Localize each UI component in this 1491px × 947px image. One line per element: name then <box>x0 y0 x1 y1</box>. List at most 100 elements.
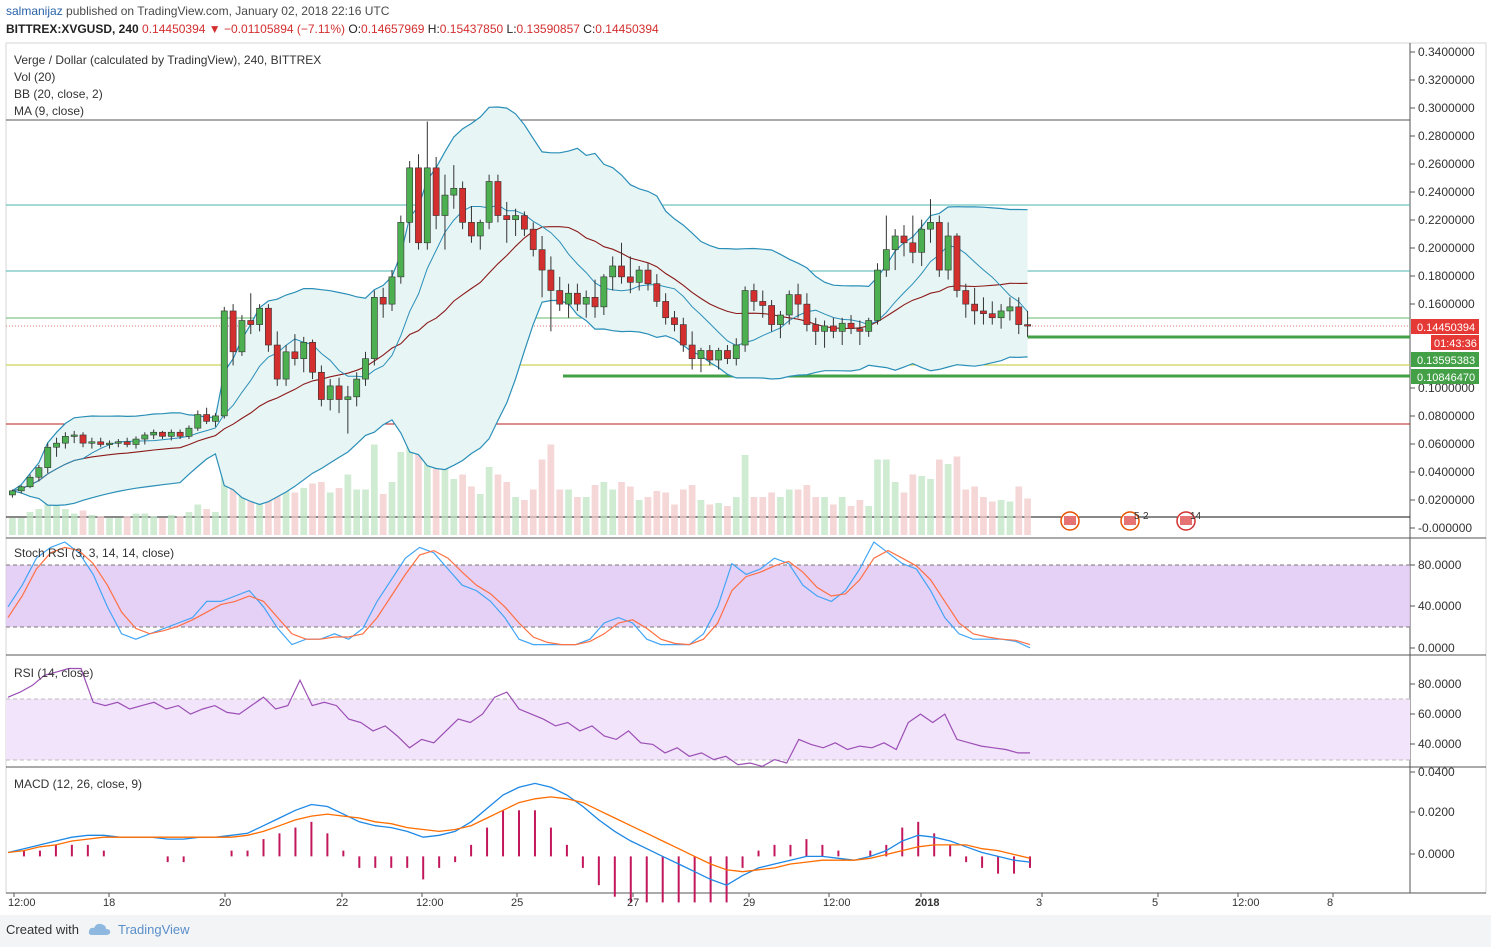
candle <box>582 290 590 318</box>
candle-body <box>671 317 678 325</box>
price-axis-label: 0.2800000 <box>1418 129 1475 143</box>
candle-body <box>423 167 431 244</box>
volume-bar <box>759 497 767 535</box>
event-marker[interactable]: 5 2 <box>1120 511 1149 531</box>
candle-body <box>132 438 140 445</box>
price-axis-label: 0.0200000 <box>1418 493 1475 507</box>
macd-legend[interactable]: MACD (12, 26, close, 9) <box>14 777 142 791</box>
stoch-k-line <box>7 541 1031 649</box>
time-axis-label: 29 <box>743 897 755 909</box>
volume-bar <box>1024 498 1031 535</box>
candle-body <box>317 371 325 400</box>
macd-axis-label: 0.0400 <box>1418 765 1455 779</box>
candle-body <box>547 269 555 291</box>
candle-body <box>759 301 767 306</box>
candle <box>406 161 414 243</box>
volume-bar <box>114 518 122 535</box>
candle-body <box>856 328 864 332</box>
candle-body <box>1006 306 1014 312</box>
volume-bar <box>123 516 131 535</box>
footer-brand[interactable]: TradingView <box>118 922 190 937</box>
volume-bar <box>432 447 440 535</box>
event-marker[interactable]: 14 <box>1176 511 1202 531</box>
volume-bar <box>794 489 802 535</box>
candle <box>150 429 158 440</box>
ma-line <box>12 204 1028 492</box>
volume-legend[interactable]: Vol (20) <box>14 70 55 84</box>
event-marker[interactable] <box>1060 511 1080 531</box>
volume-bar <box>741 455 749 535</box>
volume-bar <box>459 474 466 535</box>
candle-body <box>70 434 78 437</box>
rsi-legend[interactable]: RSI (14, close) <box>14 666 93 680</box>
candle <box>653 274 661 307</box>
candle-body <box>653 283 661 302</box>
candle-body <box>9 490 16 496</box>
volume-bar <box>980 497 987 535</box>
candle-body <box>538 249 546 271</box>
publisher-user[interactable]: salmanijaz <box>6 4 63 18</box>
candle <box>547 256 555 332</box>
volume-bar <box>865 506 873 535</box>
volume-bar <box>944 464 952 535</box>
candle <box>697 347 705 373</box>
price-change: −0.01105894 (−7.11%) <box>224 22 346 36</box>
volume-bar <box>88 515 96 535</box>
stoch-legend[interactable]: Stoch RSI (3, 3, 14, 14, close) <box>14 546 174 560</box>
last-price-tag <box>1411 319 1479 334</box>
volume-bar <box>167 515 175 535</box>
volume-bar <box>900 492 908 535</box>
candle <box>362 351 369 386</box>
volume-bar <box>247 482 255 535</box>
price-axis-label: 0.0600000 <box>1418 437 1475 451</box>
volume-bar <box>132 513 140 535</box>
candle <box>927 199 934 243</box>
price-axis-label: 0.2600000 <box>1418 157 1475 171</box>
volume-bar <box>282 482 290 535</box>
last-price: 0.14450394 <box>142 22 206 36</box>
candle-body <box>865 320 873 332</box>
candle-body <box>1015 306 1023 325</box>
candle <box>53 437 60 457</box>
candle <box>141 432 149 445</box>
candle <box>291 334 299 366</box>
volume-bar <box>326 492 334 535</box>
tradingview-logo-icon[interactable] <box>88 921 112 937</box>
candle-body <box>741 290 749 346</box>
candle <box>980 297 987 325</box>
candle <box>962 283 970 318</box>
price-axis-label: 0.2200000 <box>1418 213 1475 227</box>
trading-chart[interactable]: 5 2 14 Verge / Dollar (calculated by Tra… <box>0 0 1491 915</box>
volume-bar <box>635 500 643 535</box>
volume-bar <box>26 512 34 535</box>
ma-legend[interactable]: MA (9, close) <box>14 104 84 118</box>
candle-body <box>882 249 890 271</box>
candle-body <box>618 265 625 278</box>
candle <box>609 256 617 291</box>
rsi-axis-label: 60.0000 <box>1418 707 1462 721</box>
candle-body <box>732 344 740 359</box>
candle-body <box>679 324 687 346</box>
volume-bar <box>494 474 502 535</box>
price-axis-label: 0.2000000 <box>1418 241 1475 255</box>
candle-body <box>220 310 228 417</box>
volume-bar <box>106 518 113 535</box>
candle <box>238 315 246 356</box>
bb-legend[interactable]: BB (20, close, 2) <box>14 87 103 101</box>
candle <box>247 293 255 335</box>
candle <box>706 345 714 366</box>
candle <box>468 206 475 243</box>
candle-body <box>459 187 467 223</box>
candle <box>768 300 775 332</box>
volume-bar <box>17 518 25 535</box>
volume-bar <box>582 497 590 535</box>
candle-body <box>88 441 96 444</box>
candle-body <box>512 215 519 220</box>
candle-body <box>61 436 69 444</box>
candle <box>618 242 625 284</box>
candle <box>44 443 52 474</box>
volume-bar <box>997 500 1005 535</box>
candle-body <box>715 350 723 361</box>
bb-lower <box>12 299 1028 507</box>
candle-body <box>494 181 502 216</box>
